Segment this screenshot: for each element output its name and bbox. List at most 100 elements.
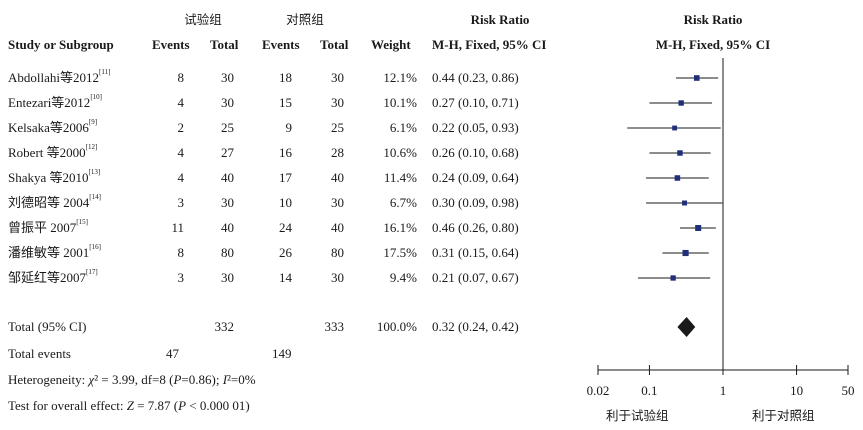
- total-ci: 0.32 (0.24, 0.42): [432, 319, 519, 334]
- study-name-text: 邹延红等2007: [8, 270, 87, 285]
- ctrl-total: 30: [331, 195, 344, 210]
- study-weight: 16.1%: [383, 220, 417, 235]
- rr-title: Risk Ratio: [470, 12, 530, 27]
- ctrl-total: 30: [331, 95, 344, 110]
- exp-total: 40: [221, 220, 234, 235]
- ctrl-events: 10: [279, 195, 292, 210]
- plot-method: M-H, Fixed, 95% CI: [655, 37, 771, 52]
- exp-total: 40: [221, 170, 234, 185]
- study-point-square: [672, 125, 678, 131]
- study-reference: [13]: [88, 168, 101, 176]
- study-weight: 10.6%: [383, 145, 417, 160]
- ctrl-events: 17: [279, 170, 292, 185]
- study-point-square: [678, 100, 684, 106]
- study-reference: [10]: [90, 93, 102, 101]
- total-events-ctrl: 149: [272, 346, 292, 361]
- ctrl-events: 24: [279, 220, 292, 235]
- exp-events: 8: [177, 70, 185, 85]
- study-ci: 0.46 (0.26, 0.80): [432, 220, 519, 235]
- overall-effect: Test for overall effect: Z = 7.87 (P < 0…: [8, 398, 250, 413]
- exp-total: 30: [221, 95, 234, 110]
- study-reference: [17]: [86, 268, 98, 276]
- study-name-text: Entezari等2012: [8, 95, 91, 110]
- study-ci: 0.27 (0.10, 0.71): [432, 95, 519, 110]
- study-ci: 0.24 (0.09, 0.64): [432, 170, 519, 185]
- study-name-text: 曾振平 2007: [8, 220, 77, 235]
- study-name-text: 刘德昭等 2004: [8, 195, 90, 210]
- exp-total: 27: [221, 145, 234, 160]
- plot-title: Risk Ratio: [683, 12, 743, 27]
- study-reference: [16]: [89, 243, 101, 251]
- exp-total: 25: [221, 120, 234, 135]
- exp-events: 3: [177, 195, 185, 210]
- ctrl-group-header: 对照组: [286, 12, 324, 27]
- study-reference: [9]: [88, 118, 98, 126]
- study-ci: 0.22 (0.05, 0.93): [432, 120, 519, 135]
- ctrl-events: 15: [279, 95, 292, 110]
- study-point-square: [674, 175, 681, 181]
- study-name: 刘德昭等 2004[14]: [8, 193, 101, 211]
- study-name: Robert 等2000[12]: [8, 143, 98, 161]
- study-name-text: Kelsaka等2006: [8, 120, 89, 135]
- col-total-ctrl: Total: [320, 37, 349, 52]
- ctrl-total: 40: [331, 170, 344, 185]
- x-tick-label: 0.1: [641, 383, 658, 398]
- study-ci: 0.31 (0.15, 0.64): [432, 245, 519, 260]
- ctrl-total: 25: [331, 120, 344, 135]
- exp-events: 8: [177, 245, 185, 260]
- study-point-square: [677, 150, 683, 156]
- study-reference: [11]: [99, 68, 111, 76]
- study-weight: 9.4%: [389, 270, 417, 285]
- exp-total: 80: [221, 245, 234, 260]
- ctrl-events: 16: [279, 145, 292, 160]
- exp-total: 30: [221, 270, 234, 285]
- total-events-exp: 47: [166, 346, 179, 361]
- col-ci: M-H, Fixed, 95% CI: [432, 37, 547, 52]
- exp-events: 4: [177, 145, 185, 160]
- x-tick-label: 0.02: [586, 383, 610, 398]
- total-events-label: Total events: [8, 346, 71, 361]
- ctrl-events: 14: [279, 270, 292, 285]
- study-weight: 17.5%: [383, 245, 417, 260]
- x-tick-label: 10: [790, 383, 804, 398]
- study-weight: 10.1%: [383, 95, 417, 110]
- study-name-text: Abdollahi等2012: [8, 70, 99, 85]
- col-events-ctrl: Events: [262, 37, 300, 52]
- study-name: 潘维敏等 2001[16]: [8, 243, 101, 261]
- study-point-square: [670, 275, 676, 281]
- study-name-text: Robert 等2000: [8, 145, 86, 160]
- favours-exp-label: 利于试验组: [606, 408, 669, 423]
- study-reference: [14]: [89, 193, 101, 201]
- study-name: Shakya 等2010[13]: [8, 168, 101, 186]
- exp-events: 4: [177, 95, 185, 110]
- exp-events: 11: [171, 220, 184, 235]
- study-point-square: [693, 75, 700, 81]
- x-tick-label: 50: [841, 383, 855, 398]
- study-name-text: Shakya 等2010: [8, 170, 89, 185]
- total-ctrl: 333: [324, 319, 345, 334]
- exp-events: 4: [177, 170, 185, 185]
- exp-total: 30: [221, 195, 234, 210]
- study-weight: 6.7%: [389, 195, 417, 210]
- study-name: Entezari等2012[10]: [8, 93, 102, 111]
- heterogeneity: Heterogeneity: χ² = 3.99, df=8 (P=0.86);…: [8, 372, 256, 387]
- study-weight: 11.4%: [383, 170, 417, 185]
- col-study: Study or Subgroup: [8, 37, 114, 52]
- favours-ctrl-label: 利于对照组: [752, 408, 815, 423]
- ctrl-total: 28: [331, 145, 344, 160]
- ctrl-total: 30: [331, 70, 344, 85]
- total-exp: 332: [214, 319, 235, 334]
- study-name: 邹延红等2007[17]: [8, 268, 98, 286]
- study-ci: 0.21 (0.07, 0.67): [432, 270, 519, 285]
- study-reference: [12]: [85, 143, 98, 151]
- study-ci: 0.30 (0.09, 0.98): [432, 195, 519, 210]
- ctrl-events: 26: [279, 245, 292, 260]
- study-point-square: [695, 224, 702, 232]
- study-name: Kelsaka等2006[9]: [8, 118, 98, 136]
- study-ci: 0.44 (0.23, 0.86): [432, 70, 519, 85]
- study-point-square: [682, 249, 689, 257]
- study-reference: [15]: [76, 218, 88, 226]
- ctrl-total: 80: [331, 245, 344, 260]
- exp-group-header: 试验组: [184, 12, 222, 27]
